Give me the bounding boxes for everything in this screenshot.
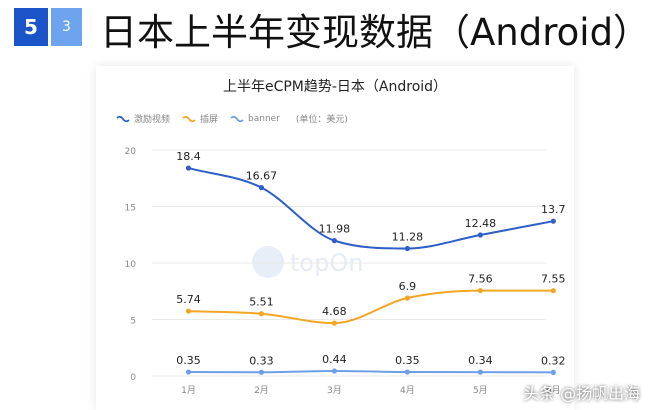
data-point — [550, 218, 556, 224]
footer-watermark: 头条 @扬帆出海 — [523, 384, 641, 403]
legend-line-icon — [230, 115, 244, 122]
y-tick-label: 20 — [125, 147, 137, 157]
data-point — [331, 238, 338, 244]
data-point — [331, 368, 338, 374]
data-point — [331, 320, 338, 326]
series-line — [188, 167, 554, 250]
data-point — [185, 369, 192, 375]
data-label: 0.35 — [395, 354, 420, 367]
data-point — [258, 369, 265, 375]
data-point — [550, 369, 556, 375]
data-point — [404, 245, 410, 252]
data-label: 0.35 — [176, 354, 201, 367]
data-point — [258, 311, 265, 317]
y-tick-label: 10 — [125, 260, 137, 270]
legend-line-icon — [116, 115, 130, 122]
data-label: 7.55 — [541, 273, 566, 286]
data-label: 16.67 — [246, 170, 278, 183]
chart-legend: 激励视频 插屏 banner (单位：美元) — [116, 112, 348, 125]
legend-label: 激励视频 — [134, 115, 171, 125]
legend-line-icon — [182, 115, 196, 122]
series-line — [188, 289, 554, 325]
chart-title: 上半年eCPM趋势-日本（Android） — [222, 79, 448, 95]
data-point — [404, 295, 410, 301]
chart-panel: topOn 0 5 10 15 20 1月 2月 3月 4月 5月 6月 18.4 16.67 11.98 1… — [96, 66, 574, 410]
data-label: 5.74 — [176, 293, 201, 306]
data-label: 0.33 — [249, 354, 274, 367]
data-point — [477, 369, 483, 375]
data-label: 18.4 — [176, 150, 201, 163]
legend-item[interactable]: banner — [230, 114, 280, 124]
data-label: 0.34 — [468, 354, 493, 367]
unit-note: (单位：美元) — [295, 115, 348, 125]
data-label: 11.28 — [392, 231, 424, 244]
data-label: 11.98 — [319, 223, 351, 236]
legend-label: banner — [248, 113, 280, 124]
x-tick-label: 6月 — [546, 385, 561, 396]
section-number-badge: 5 — [14, 8, 48, 46]
data-label: 4.68 — [322, 305, 347, 318]
x-tick-label: 3月 — [327, 385, 342, 396]
data-label: 13.7 — [541, 203, 566, 216]
data-point — [477, 232, 483, 238]
legend-item[interactable]: 激励视频 — [116, 112, 170, 125]
data-label: 0.44 — [322, 353, 347, 366]
y-tick-label: 15 — [125, 204, 136, 214]
data-point — [477, 287, 483, 294]
x-tick-label: 4月 — [400, 385, 415, 396]
data-point — [404, 369, 410, 375]
logo-watermark-icon — [252, 246, 284, 278]
y-tick-label: 5 — [130, 317, 136, 327]
legend-label: 插屏 — [200, 115, 219, 125]
data-label: 7.56 — [468, 273, 493, 286]
legend-item[interactable]: 插屏 — [182, 112, 218, 125]
data-point — [185, 165, 192, 171]
x-tick-label: 5月 — [473, 385, 488, 396]
data-label: 12.48 — [465, 217, 497, 230]
data-label: 0.32 — [541, 354, 566, 367]
data-point — [550, 288, 556, 294]
series-line — [188, 370, 554, 374]
x-tick-label: 2月 — [254, 385, 269, 396]
data-label: 6.9 — [399, 280, 417, 293]
page-title: 日本上半年变现数据（Android） — [100, 11, 651, 54]
x-tick-label: 1月 — [181, 385, 196, 396]
data-label: 5.51 — [249, 296, 274, 309]
y-tick-label: 0 — [130, 373, 136, 383]
sub-number-badge: 3 — [51, 8, 82, 46]
data-point — [258, 185, 265, 191]
data-point — [185, 308, 192, 314]
